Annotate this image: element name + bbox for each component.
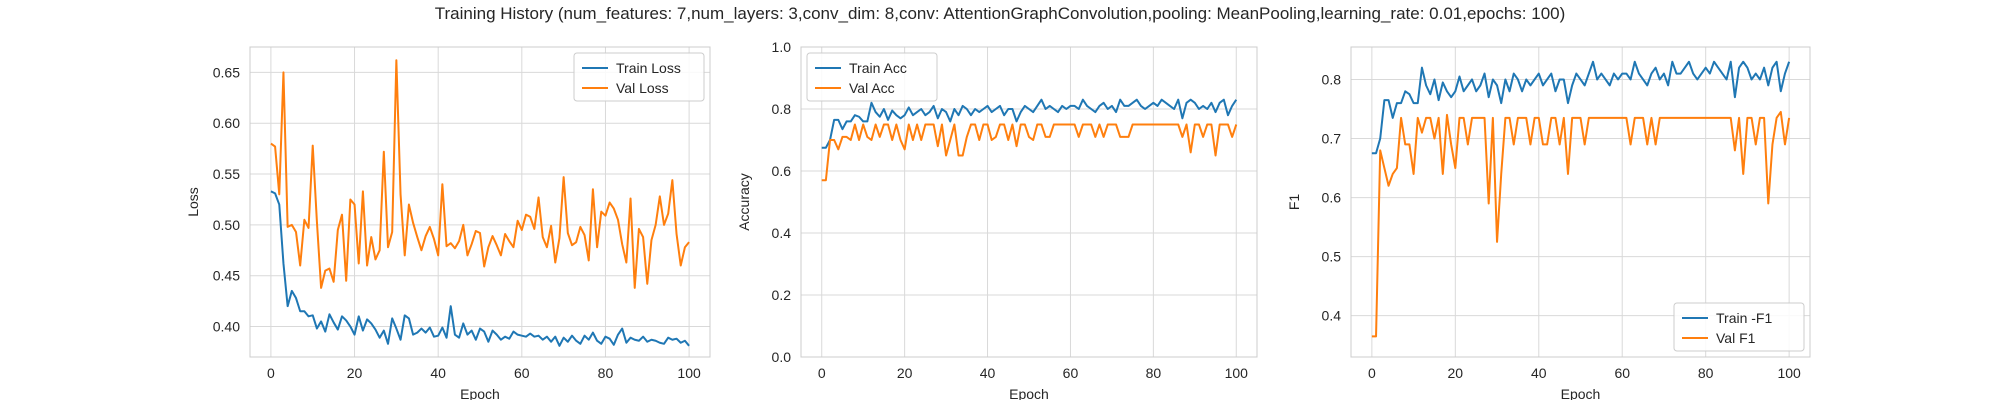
accuracy-x-tick-label: 0	[818, 365, 826, 381]
accuracy-legend: Train Acc Val Acc	[806, 52, 938, 102]
accuracy-y-tick-label: 0.6	[772, 163, 792, 179]
accuracy-y-axis-label: Accuracy	[736, 173, 752, 231]
accuracy-y-tick-label: 0.2	[772, 287, 792, 303]
loss-x-tick-label: 0	[267, 365, 275, 381]
accuracy-y-tick-label: 0.4	[772, 225, 792, 241]
accuracy-x-axis-label: Epoch	[1009, 386, 1049, 400]
f1-y-tick-label: 0.5	[1322, 249, 1342, 265]
accuracy-plot-frame	[800, 46, 1258, 358]
f1-legend-label: Train -F1	[1716, 310, 1772, 326]
loss-legend: Train Loss Val Loss	[573, 52, 705, 102]
loss-x-axis-label: Epoch	[460, 386, 500, 400]
f1-x-tick-label: 20	[1448, 365, 1464, 381]
loss-legend-label: Val Loss	[616, 80, 669, 96]
f1-x-axis-label: Epoch	[1561, 386, 1601, 400]
f1-y-tick-label: 0.6	[1322, 190, 1342, 206]
loss-chart: 0 20 40 60 80 100 0.40 0.45 0.50 0.55 0.60 0.65 Epoc…	[185, 46, 711, 400]
loss-plot-frame	[249, 46, 711, 358]
f1-legend: Train -F1 Val F1	[1673, 302, 1805, 352]
loss-x-tick-label: 100	[677, 365, 701, 381]
f1-plot-frame	[1350, 46, 1811, 358]
loss-series-val-line	[270, 59, 690, 289]
f1-x-tick-label: 0	[1368, 365, 1376, 381]
accuracy-chart: 0 20 40 60 80 100 0.0 0.2 0.4 0.6 0.8 1.0 Epoch Accur…	[736, 39, 1258, 400]
loss-x-tick-label: 60	[514, 365, 530, 381]
loss-x-tick-label: 80	[598, 365, 614, 381]
accuracy-x-tick-label: 80	[1146, 365, 1162, 381]
loss-y-tick-label: 0.40	[213, 319, 240, 335]
accuracy-x-tick-label: 100	[1225, 365, 1249, 381]
loss-y-tick-label: 0.50	[213, 217, 240, 233]
loss-y-axis-label: Loss	[185, 187, 201, 217]
f1-series-val-line	[1371, 110, 1791, 338]
accuracy-series-val-line	[821, 123, 1238, 182]
f1-y-axis-label: F1	[1286, 194, 1302, 211]
f1-x-tick-label: 80	[1698, 365, 1714, 381]
figure-title: Training History (num_features: 7,num_la…	[434, 4, 1566, 23]
accuracy-y-tick-label: 1.0	[772, 39, 792, 55]
f1-series-train-line	[1371, 60, 1791, 155]
f1-x-tick-label: 40	[1531, 365, 1547, 381]
f1-x-tick-label: 100	[1777, 365, 1801, 381]
f1-y-tick-label: 0.8	[1322, 71, 1342, 87]
loss-y-tick-label: 0.65	[213, 64, 240, 80]
loss-y-tick-label: 0.45	[213, 268, 240, 284]
accuracy-x-tick-label: 40	[980, 365, 996, 381]
accuracy-y-tick-label: 0.8	[772, 101, 792, 117]
loss-x-tick-label: 40	[430, 365, 446, 381]
accuracy-legend-label: Train Acc	[849, 60, 907, 76]
loss-y-tick-label: 0.60	[213, 115, 240, 131]
f1-y-tick-label: 0.7	[1322, 131, 1342, 147]
accuracy-y-tick-label: 0.0	[772, 349, 792, 365]
loss-y-tick-label: 0.55	[213, 166, 240, 182]
loss-series-train-line	[270, 190, 690, 347]
loss-x-tick-label: 20	[347, 365, 363, 381]
f1-chart: 0 20 40 60 80 100 0.4 0.5 0.6 0.7 0.8 Epoch F1 Train …	[1286, 46, 1811, 400]
accuracy-series-train-line	[821, 98, 1238, 149]
f1-y-tick-label: 0.4	[1322, 308, 1342, 324]
f1-legend-label: Val F1	[1716, 330, 1756, 346]
accuracy-x-tick-label: 20	[897, 365, 913, 381]
loss-legend-label: Train Loss	[616, 60, 681, 76]
accuracy-legend-label: Val Acc	[849, 80, 895, 96]
accuracy-x-tick-label: 60	[1063, 365, 1079, 381]
f1-x-tick-label: 60	[1614, 365, 1630, 381]
